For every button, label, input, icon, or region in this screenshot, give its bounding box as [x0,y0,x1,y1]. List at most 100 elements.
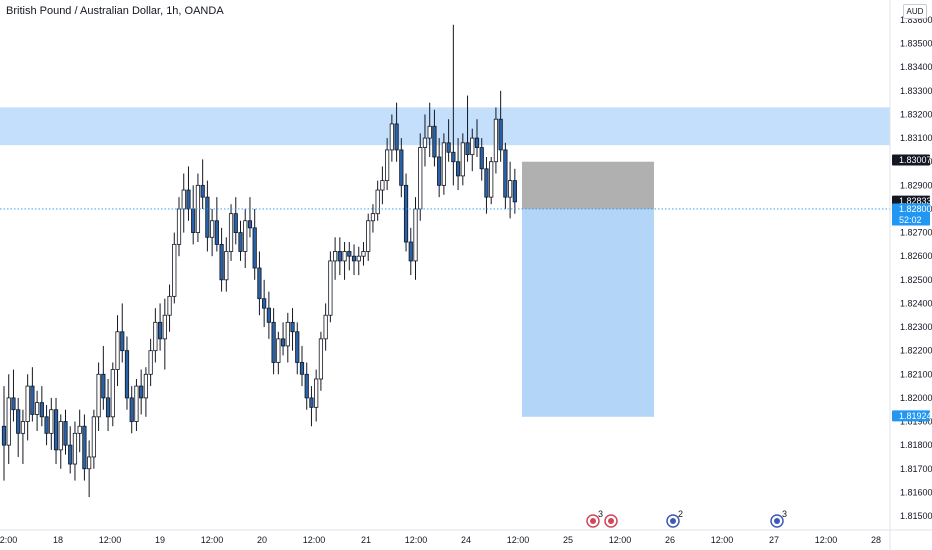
candle [422,114,428,167]
candle-body [91,416,96,458]
price-axis [890,0,932,550]
candle [247,197,253,238]
event-count: 2 [678,509,683,519]
candle-body [328,260,333,316]
candle [1,386,7,481]
candle [91,409,96,469]
candle-body [30,385,35,415]
candle-body [257,267,262,300]
candle [389,114,394,162]
candle [446,119,451,162]
candle [375,180,380,221]
x-tick-label: 12:00 [405,535,428,545]
candle [105,379,111,431]
candle [77,409,82,453]
y-tick-label: 1.81500 [900,511,932,521]
candle [337,237,342,276]
y-tick-label: 1.82100 [900,369,932,379]
candle [96,362,101,431]
candle [63,409,68,455]
candle-body [356,255,361,262]
candle-body [470,137,475,156]
candle-body [351,255,357,262]
candle-body [238,232,243,252]
event-flag-dot [590,518,596,524]
candle [299,345,305,387]
candle [370,204,376,233]
event-count: 3 [598,509,603,519]
candle [361,242,366,266]
candle [498,90,503,162]
candle-body [314,378,319,408]
candle-body [134,385,139,422]
candle [210,208,215,257]
candle-body [115,331,120,370]
candle [181,173,186,233]
y-tick-label: 1.83200 [900,109,932,119]
event-badge[interactable] [604,514,618,528]
candle-body [205,196,210,238]
candle-body [451,151,456,163]
x-tick-label: 12:00 [99,535,122,545]
candle-body [460,142,465,177]
x-tick-label: 19 [155,535,165,545]
currency-button[interactable]: AUD [903,4,927,19]
candle-body [200,184,205,198]
y-tick-label: 1.82700 [900,228,932,238]
candle [455,138,461,191]
candle [16,397,21,457]
candle [295,322,300,375]
candle-body [25,385,30,422]
candle [243,208,248,268]
candle-body [228,213,234,252]
candle-body [176,208,182,245]
x-tick-label: 24 [461,535,471,545]
candle-body [129,397,134,422]
candle [314,369,319,422]
candle-body [16,409,21,434]
candle-body [44,416,49,434]
candle [394,102,399,162]
y-tick-label: 1.83500 [900,39,932,49]
candle [257,251,262,316]
event-badge[interactable]: 3 [586,509,603,528]
candle [441,133,446,195]
candle [280,322,286,356]
candle-body [403,184,409,243]
candle-body [49,409,54,434]
candle [68,426,73,474]
candle-body [342,251,347,262]
candle-body [233,213,238,233]
candle-body [427,125,432,139]
candle [508,161,513,219]
event-flag-dot [670,518,676,524]
candle [328,251,333,323]
take-profit-zone [522,208,654,417]
candle [276,331,281,375]
y-tick-label: 1.81900 [900,417,932,427]
candle [403,173,409,252]
candle-body [375,189,380,215]
candle [309,386,314,427]
candle [262,279,267,328]
candle-body [399,149,404,186]
stop-price-tag [892,154,930,166]
candle [366,213,371,261]
candle-body [380,180,385,191]
x-tick-label: 12:00 [711,535,734,545]
x-tick-label: 28 [871,535,881,545]
candle-body [437,156,442,186]
y-tick-label: 1.82400 [900,298,932,308]
candle-body [20,421,26,434]
event-badge[interactable]: 2 [666,509,683,528]
candle-body [1,425,7,446]
candle-body [191,208,196,233]
candle [87,440,92,498]
candle [30,367,35,422]
candle [6,374,11,465]
candle [408,227,413,276]
event-badge[interactable]: 3 [770,509,787,528]
candle [115,315,120,387]
candle-body [484,168,489,198]
